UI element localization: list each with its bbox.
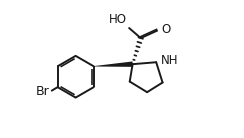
Text: O: O: [161, 23, 170, 36]
Text: NH: NH: [161, 54, 178, 67]
Text: Br: Br: [36, 85, 50, 98]
Text: HO: HO: [109, 13, 127, 26]
Polygon shape: [94, 61, 133, 67]
